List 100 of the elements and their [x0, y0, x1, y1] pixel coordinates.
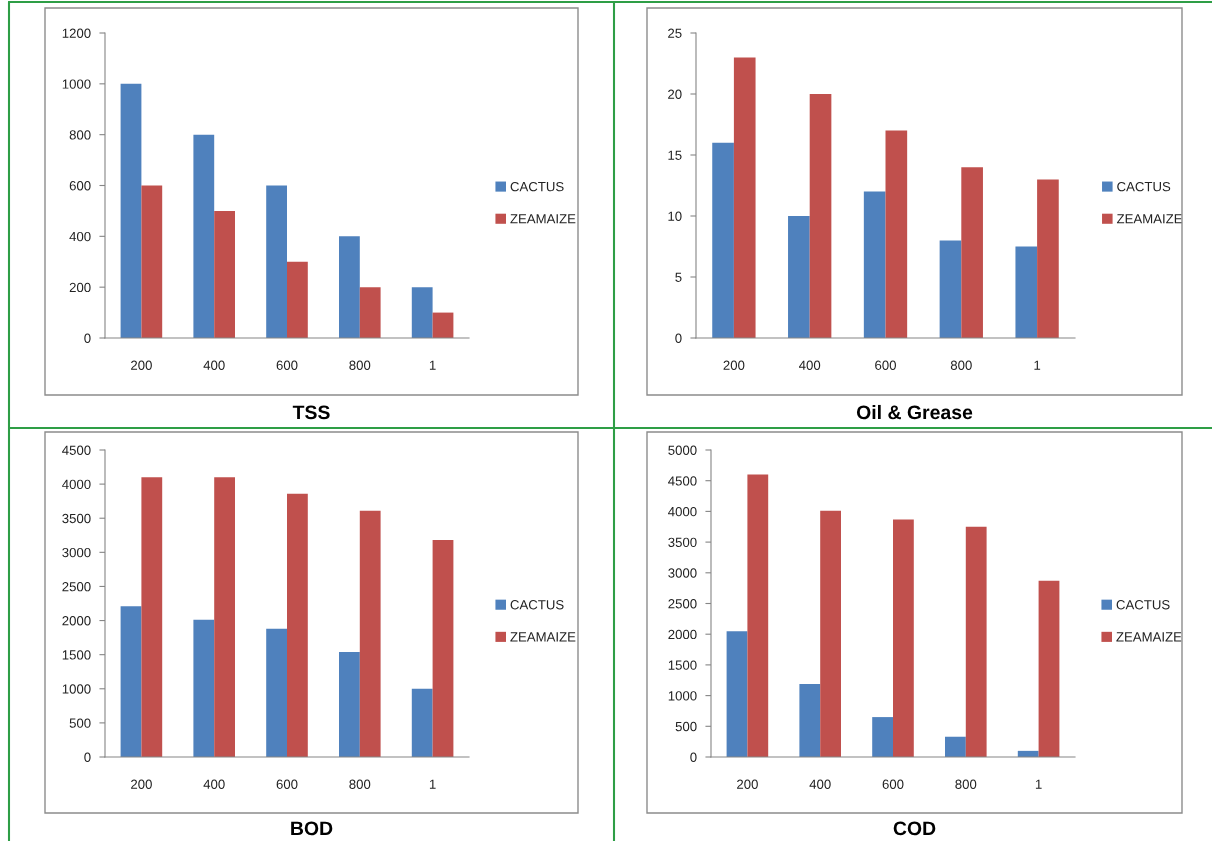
bar: [1037, 179, 1059, 338]
bar: [339, 236, 360, 338]
y-tick-label: 4500: [62, 445, 91, 455]
text: COD: [893, 821, 936, 836]
bar: [432, 312, 454, 338]
y-tick-label: 4000: [668, 506, 697, 517]
x-tick-label: 600: [882, 779, 904, 789]
text: BOD: [291, 821, 333, 836]
bar: [945, 736, 966, 757]
bar: [411, 287, 433, 338]
x-tick-label: 200: [723, 360, 745, 370]
y-tick-label: 1000: [62, 79, 91, 89]
bar: [359, 287, 381, 338]
y-tick-label: 500: [675, 721, 697, 732]
bar: [141, 477, 163, 757]
y-tick-label: 1500: [62, 650, 91, 660]
x-tick-label: 800: [950, 360, 972, 370]
y-tick-label: 2000: [62, 616, 91, 626]
y-tick-label: 25: [668, 28, 682, 38]
legend-label: ZEAMAIZE: [510, 632, 576, 642]
y-tick-label: 3000: [62, 547, 91, 558]
bar: [893, 519, 914, 757]
x-tick-label: 200: [737, 779, 758, 789]
bar: [339, 651, 360, 757]
bar: [872, 717, 893, 757]
y-tick-label: 3500: [62, 513, 91, 524]
bar: [1038, 580, 1060, 757]
y-tick-label: 2500: [668, 599, 697, 609]
y-tick-label: 15: [668, 150, 682, 160]
y-tick-label: 1500: [668, 660, 697, 670]
x-tick-label: 1: [429, 360, 436, 370]
y-tick-label: 2000: [668, 629, 697, 640]
y-tick-label: 4000: [62, 479, 91, 490]
bar: [961, 167, 983, 338]
x-tick-label: 400: [799, 360, 821, 370]
bar: [193, 134, 215, 338]
x-tick-label: 800: [349, 779, 371, 789]
text: Oil & Grease: [856, 404, 973, 420]
bar: [885, 130, 908, 338]
bar: [809, 94, 832, 338]
bar: [939, 240, 962, 338]
bar: [799, 683, 821, 757]
bar: [193, 619, 215, 757]
bar: [287, 261, 308, 338]
y-tick-label: 5: [675, 272, 682, 282]
bar: [266, 628, 287, 757]
x-tick-label: 800: [955, 779, 977, 789]
bar: [965, 526, 987, 757]
x-tick-label: 400: [203, 360, 225, 370]
y-tick-label: 600: [69, 181, 91, 191]
bar: [863, 191, 886, 338]
legend-label: ZEAMAIZE: [1116, 214, 1182, 224]
y-tick-label: 200: [69, 282, 91, 293]
y-tick-label: 3000: [668, 568, 697, 578]
bar: [214, 477, 235, 757]
x-tick-label: 600: [276, 779, 298, 789]
x-tick-label: 200: [131, 360, 152, 370]
bar: [432, 540, 454, 757]
y-tick-label: 20: [668, 89, 682, 99]
bar: [287, 493, 308, 757]
bar: [820, 510, 841, 757]
bar: [411, 688, 433, 757]
y-tick-label: 800: [69, 130, 91, 140]
y-tick-label: 5000: [668, 445, 697, 455]
legend-label: ZEAMAIZE: [1116, 632, 1182, 642]
y-tick-label: 10: [668, 211, 682, 221]
y-tick-label: 0: [84, 752, 91, 762]
y-tick-label: 1000: [668, 691, 697, 701]
bar: [359, 510, 381, 757]
y-tick-label: 3500: [668, 537, 697, 548]
y-tick-label: 500: [69, 718, 91, 728]
x-tick-label: 600: [875, 360, 896, 370]
y-tick-label: 1200: [62, 28, 91, 38]
bar: [214, 210, 235, 338]
x-tick-label: 1: [1035, 779, 1042, 789]
text: TSS: [292, 405, 330, 420]
x-tick-label: 800: [349, 360, 371, 370]
legend-label: CACTUS: [510, 600, 564, 610]
bar: [712, 142, 734, 338]
x-tick-label: 400: [203, 779, 225, 789]
bar: [266, 185, 287, 338]
legend-label: ZEAMAIZE: [510, 214, 576, 224]
bar: [120, 83, 142, 338]
bar: [733, 57, 756, 338]
bar: [141, 185, 163, 338]
bar: [120, 606, 142, 757]
x-tick-label: 200: [131, 779, 152, 789]
y-tick-label: 0: [675, 333, 682, 343]
x-tick-label: 600: [276, 360, 298, 370]
x-tick-label: 400: [809, 779, 831, 789]
x-tick-label: 1: [1034, 360, 1041, 370]
bar: [788, 216, 810, 338]
bar: [747, 474, 769, 757]
legend-label: CACTUS: [1117, 181, 1171, 192]
legend-label: CACTUS: [1116, 600, 1170, 610]
bar: [1015, 246, 1038, 338]
y-tick-label: 2500: [62, 582, 91, 592]
y-tick-label: 400: [69, 231, 91, 242]
x-tick-label: 1: [429, 779, 436, 789]
bar: [726, 631, 748, 757]
